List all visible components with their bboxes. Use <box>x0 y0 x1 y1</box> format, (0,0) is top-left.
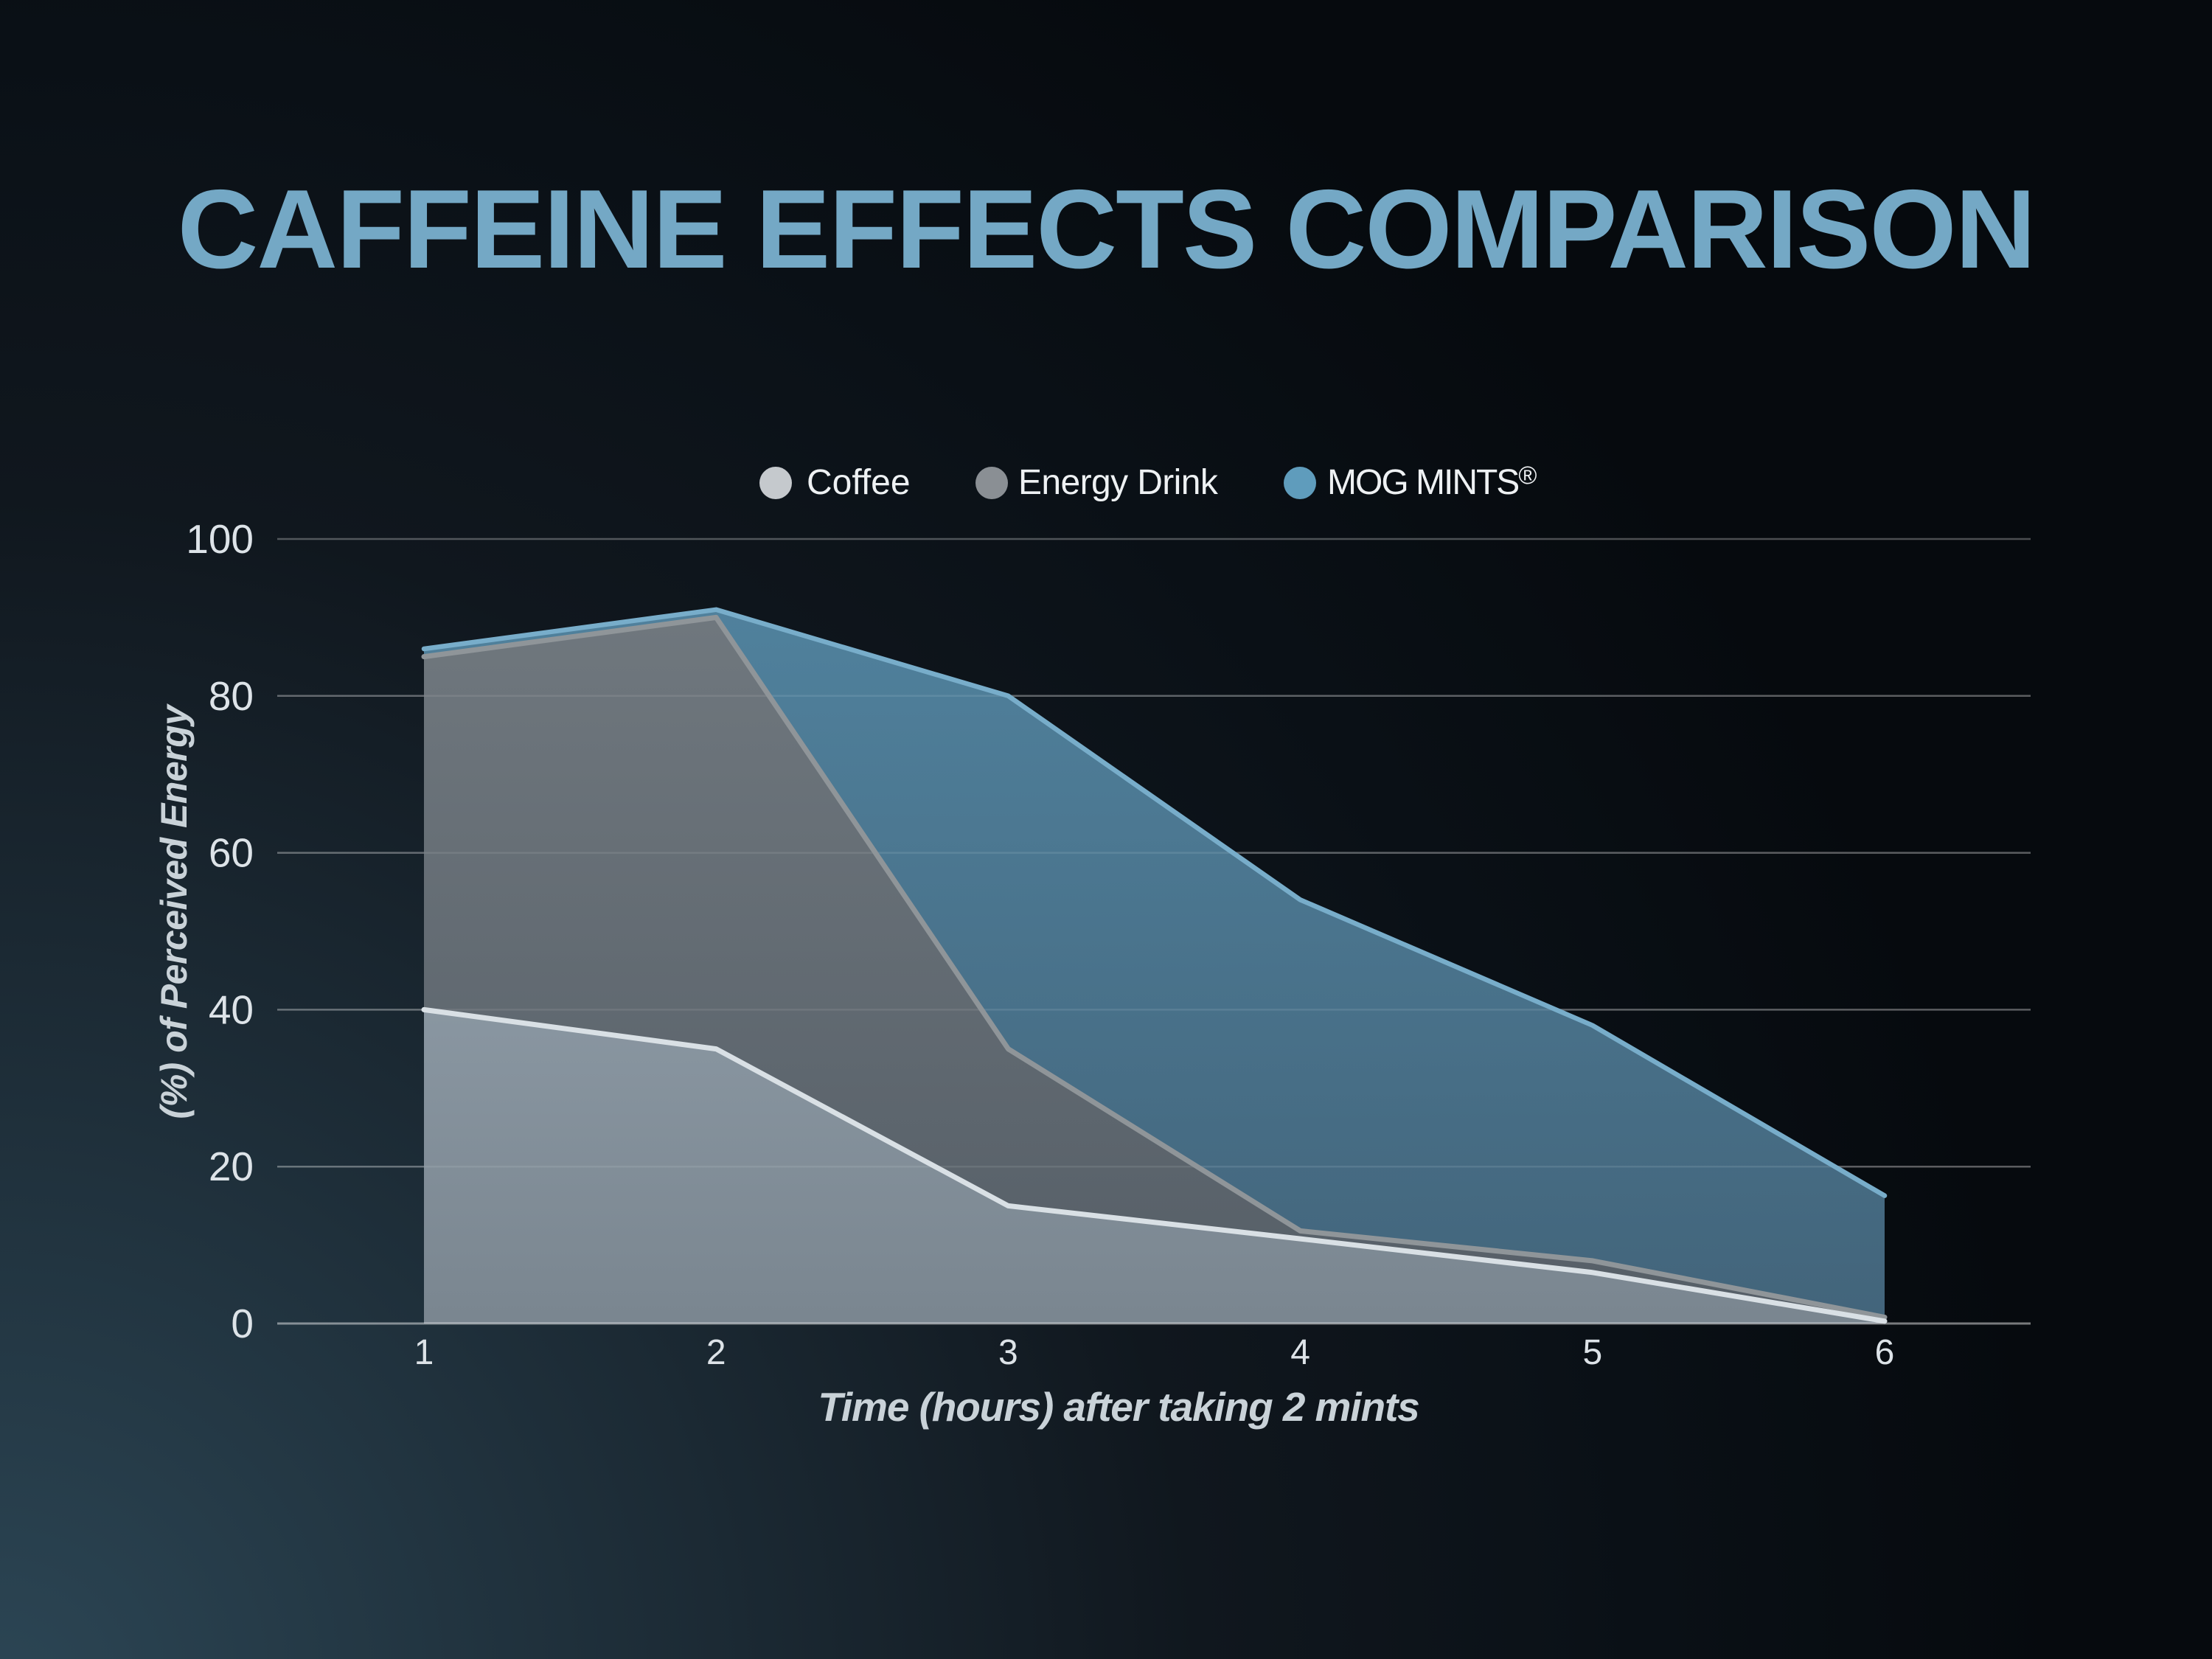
svg-text:20: 20 <box>209 1144 254 1189</box>
svg-text:2: 2 <box>706 1333 726 1372</box>
svg-text:100: 100 <box>186 516 254 562</box>
svg-text:CAFFEINE EFFECTS COMPARISON: CAFFEINE EFFECTS COMPARISON <box>178 167 2035 292</box>
svg-text:3: 3 <box>998 1333 1018 1372</box>
svg-text:5: 5 <box>1582 1333 1602 1372</box>
svg-text:80: 80 <box>209 673 254 719</box>
svg-text:Time (hours) after taking 2 mi: Time (hours) after taking 2 mints <box>818 1384 1419 1430</box>
svg-text:Energy Drink: Energy Drink <box>1018 463 1219 502</box>
svg-text:0: 0 <box>231 1301 254 1346</box>
svg-text:60: 60 <box>209 830 254 876</box>
svg-text:MOG MINTS®: MOG MINTS® <box>1327 462 1537 502</box>
svg-text:4: 4 <box>1290 1333 1310 1372</box>
svg-text:40: 40 <box>209 987 254 1032</box>
svg-text:6: 6 <box>1875 1333 1895 1372</box>
svg-text:1: 1 <box>414 1333 434 1372</box>
svg-text:Coffee: Coffee <box>807 463 911 502</box>
svg-text:(%) of Perceived Energy: (%) of Perceived Energy <box>153 703 195 1119</box>
